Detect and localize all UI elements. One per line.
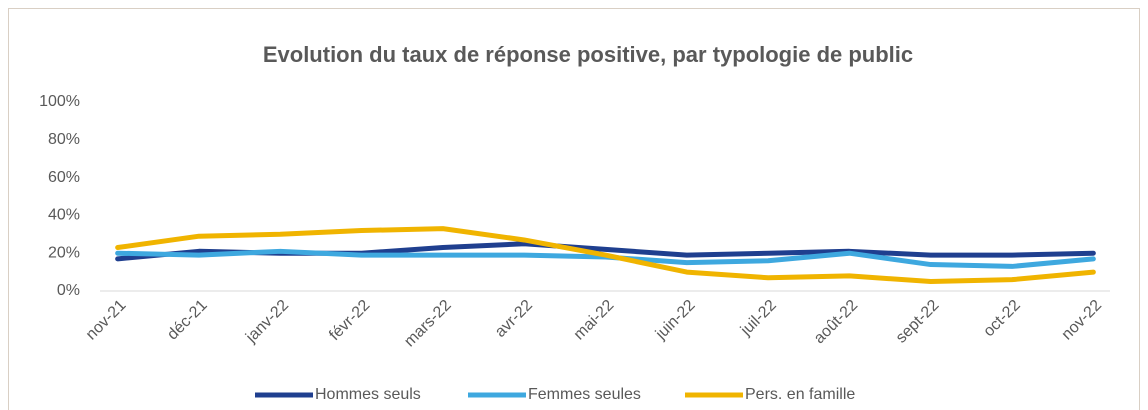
y-tick-label: 40% [48, 207, 80, 224]
x-tick-label: juil-22 [737, 297, 780, 340]
x-tick-label: déc-21 [164, 297, 211, 344]
x-tick-label: oct-22 [980, 297, 1024, 341]
x-tick-label: nov-22 [1059, 297, 1106, 344]
x-tick-label: sept-22 [893, 297, 943, 347]
x-tick-label: mai-22 [571, 297, 618, 344]
chart-title: Evolution du taux de réponse positive, p… [263, 42, 913, 67]
x-tick-label: août-22 [811, 297, 861, 347]
x-tick-label: févr-22 [326, 297, 373, 344]
legend-label: Hommes seuls [315, 386, 421, 403]
legend-label: Pers. en famille [745, 386, 855, 403]
x-tick-label: juin-22 [652, 297, 699, 344]
x-tick-label: avr-22 [492, 297, 536, 341]
x-tick-label: janv-22 [242, 297, 292, 347]
y-tick-label: 20% [48, 244, 80, 261]
legend-label: Femmes seules [528, 386, 641, 403]
y-tick-label: 80% [48, 131, 80, 148]
y-tick-label: 0% [57, 282, 80, 299]
y-tick-label: 60% [48, 169, 80, 186]
x-tick-label: mars-22 [401, 297, 455, 351]
y-tick-label: 100% [39, 93, 80, 110]
chart-frame [8, 8, 1140, 410]
series-line [115, 226, 1096, 285]
x-tick-label: nov-21 [83, 297, 130, 344]
